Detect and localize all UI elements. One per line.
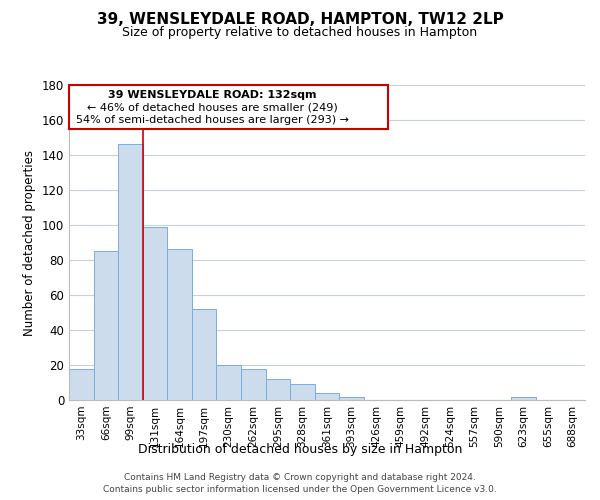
Text: ← 46% of detached houses are smaller (249): ← 46% of detached houses are smaller (24… — [88, 102, 338, 113]
Bar — [69, 368, 94, 400]
Text: Contains public sector information licensed under the Open Government Licence v3: Contains public sector information licen… — [103, 485, 497, 494]
Bar — [143, 226, 167, 400]
Bar — [192, 309, 217, 400]
Bar — [94, 251, 118, 400]
Bar — [266, 379, 290, 400]
Bar — [167, 250, 192, 400]
Text: Distribution of detached houses by size in Hampton: Distribution of detached houses by size … — [138, 442, 462, 456]
Bar — [511, 396, 536, 400]
Bar — [290, 384, 315, 400]
Y-axis label: Number of detached properties: Number of detached properties — [23, 150, 36, 336]
Bar — [118, 144, 143, 400]
Bar — [241, 368, 266, 400]
Bar — [339, 396, 364, 400]
Text: Contains HM Land Registry data © Crown copyright and database right 2024.: Contains HM Land Registry data © Crown c… — [124, 472, 476, 482]
Bar — [315, 393, 339, 400]
Text: 54% of semi-detached houses are larger (293) →: 54% of semi-detached houses are larger (… — [76, 115, 349, 125]
Text: 39 WENSLEYDALE ROAD: 132sqm: 39 WENSLEYDALE ROAD: 132sqm — [109, 90, 317, 100]
Bar — [217, 365, 241, 400]
Text: 39, WENSLEYDALE ROAD, HAMPTON, TW12 2LP: 39, WENSLEYDALE ROAD, HAMPTON, TW12 2LP — [97, 12, 503, 28]
Text: Size of property relative to detached houses in Hampton: Size of property relative to detached ho… — [122, 26, 478, 39]
FancyBboxPatch shape — [69, 85, 388, 128]
